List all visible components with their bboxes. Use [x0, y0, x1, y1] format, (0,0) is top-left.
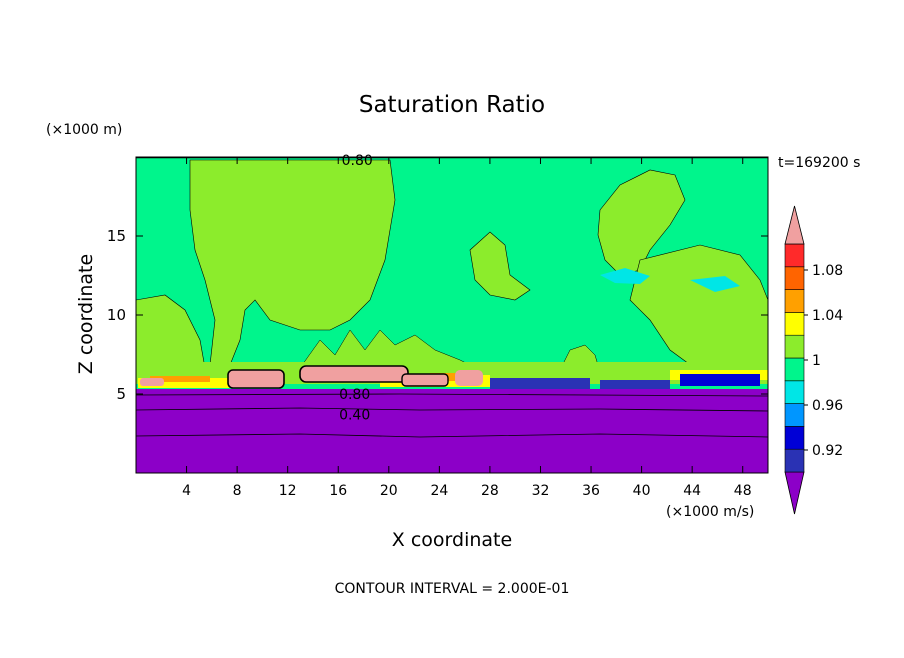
x-tick-label: 12	[279, 483, 297, 499]
x-tick-label: 16	[329, 483, 347, 499]
colorbar-label: 1.08	[812, 263, 843, 279]
y-tick-label: 5	[116, 385, 126, 403]
dry-lower-layer	[136, 389, 768, 473]
colorbar-swatch	[784, 426, 805, 450]
supersaturated-cell-4	[455, 370, 483, 386]
colorbar-label: 0.92	[812, 443, 843, 459]
colorbar-swatch	[784, 312, 805, 336]
colorbar-swatch	[784, 403, 805, 427]
x-tick-label: 20	[380, 483, 398, 499]
contour-line-1	[136, 407, 768, 412]
contour-line-2	[136, 433, 768, 438]
blue-band-3	[680, 374, 760, 386]
y-tick-label: 10	[107, 306, 126, 324]
green-plume-right	[597, 169, 686, 276]
green-plume-main	[189, 159, 396, 366]
x-unit-label: (×1000 m/s)	[666, 504, 754, 520]
time-label: t=169200 s	[778, 155, 860, 171]
x-tick-label: 28	[481, 483, 499, 499]
colorbar-swatch	[784, 243, 805, 268]
x-tick-label: 36	[582, 483, 600, 499]
colorbar-under-arrow	[784, 471, 805, 515]
orange-band-left	[150, 376, 210, 382]
colorbar-swatch	[784, 334, 805, 359]
colorbar-swatch	[784, 266, 805, 290]
supersaturated-cell-3	[401, 373, 449, 387]
colorbar: 0.92 0.96 1 1.04 1.08	[784, 205, 843, 515]
yellow-band-left	[138, 378, 268, 388]
x-tick-label: 48	[734, 483, 752, 499]
green-patch-center	[469, 231, 531, 301]
y-tick-label: 15	[107, 227, 126, 245]
x-tick-label: 32	[532, 483, 550, 499]
y-unit-label: (×1000 m)	[46, 122, 122, 138]
y-axis-label: Z coordinate	[75, 254, 97, 374]
chart-title: Saturation Ratio	[359, 92, 545, 118]
x-tick-label: 44	[683, 483, 701, 499]
colorbar-swatch	[784, 357, 805, 382]
x-axis: 4 8 12 16 20 24 28 32 36 40 44 48	[182, 157, 752, 499]
plot-area	[136, 157, 768, 473]
colorbar-label: 1	[812, 353, 821, 369]
colorbar-swatch	[784, 448, 805, 473]
supersaturated-cell-2	[299, 365, 409, 383]
cyan-patch-2	[690, 276, 740, 292]
blue-band-1	[490, 378, 590, 390]
contour-label: 0.80	[342, 153, 373, 169]
supersaturated-cell-5	[140, 378, 164, 386]
contour-line-3	[136, 393, 768, 397]
green-patch-right	[629, 244, 768, 373]
x-axis-label: X coordinate	[392, 529, 512, 551]
colorbar-swatch	[784, 289, 805, 313]
y-axis: 5 10 15	[107, 227, 768, 403]
contour-interval-note: CONTOUR INTERVAL = 2.000E-01	[335, 581, 570, 597]
colorbar-label: 0.96	[812, 398, 843, 414]
blue-band-2	[600, 380, 670, 390]
contour-label: 0.40	[339, 408, 370, 424]
x-tick-label: 40	[633, 483, 651, 499]
x-tick-label: 24	[430, 483, 448, 499]
x-tick-label: 8	[233, 483, 242, 499]
contour-label: 0.80	[339, 387, 370, 403]
x-tick-label: 4	[182, 483, 191, 499]
cyan-patch-1	[600, 268, 650, 284]
colorbar-over-arrow	[784, 205, 805, 245]
colorbar-swatch	[784, 380, 805, 404]
supersaturated-cell-1	[227, 369, 285, 389]
colorbar-label: 1.04	[812, 308, 843, 324]
